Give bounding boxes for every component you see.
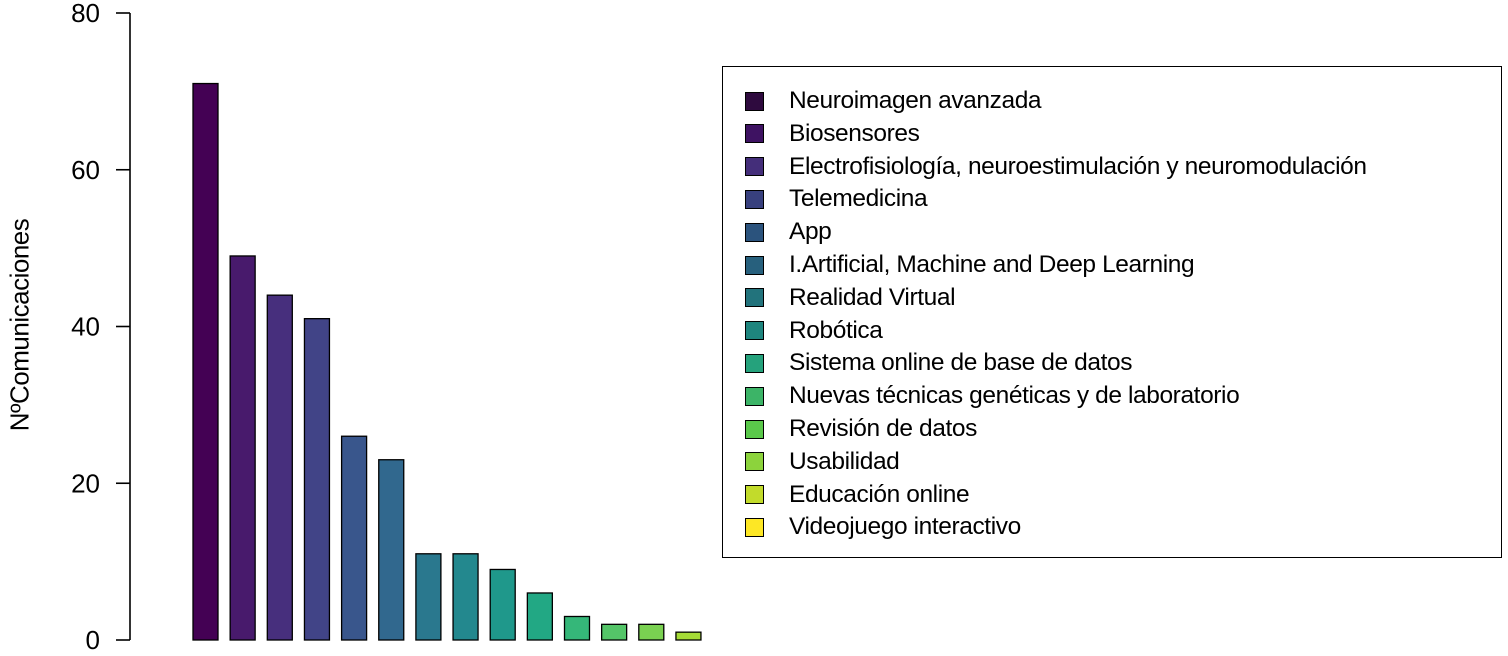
bar-11: Revisión de datos: 3 (563, 615, 591, 641)
bar-2: Biosensores: 49 (229, 255, 256, 641)
legend-label: Videojuego interactivo (789, 513, 1021, 541)
bar-10: Nuevas técnicas genéticas y de laborator… (526, 592, 553, 641)
legend-label: Sistema online de base de datos (789, 349, 1133, 377)
y-axis-label-container: NºComunicaciones (0, 0, 40, 656)
bar-1: Neuroimagen avanzada: 71 (192, 82, 219, 641)
bar-13: Educación online: 2 (638, 623, 665, 641)
legend-item: Biosensores (745, 118, 920, 150)
bar-4: Telemedicina: 41 (303, 318, 331, 641)
y-axis-label: NºComunicaciones (4, 218, 35, 432)
legend-item: Neuroimagen avanzada (745, 85, 1042, 117)
legend-swatch (745, 452, 764, 472)
legend: Neuroimagen avanzada Biosensores Electrofi… (722, 66, 1502, 558)
legend-swatch (745, 255, 764, 275)
legend-label: Usabilidad (789, 447, 900, 475)
legend-item: Telemedicina (745, 183, 928, 215)
legend-swatch (745, 157, 764, 177)
legend-swatch (745, 353, 764, 373)
legend-item: Realidad Virtual (745, 282, 956, 314)
legend-item: Sistema online de base de datos (745, 347, 1132, 379)
legend-swatch (745, 124, 764, 144)
legend-label: Realidad Virtual (789, 283, 956, 311)
bar-8: Robótica: 11 (452, 553, 479, 641)
legend-label: I.Artificial, Machine and Deep Learning (789, 251, 1195, 278)
legend-item: Videojuego interactivo (745, 511, 1021, 543)
y-tick-label: 20 (71, 468, 100, 498)
legend-label: Educación online (789, 480, 970, 508)
y-tick-label: 60 (71, 155, 100, 185)
legend-item: App (745, 216, 832, 248)
legend-label: Electrofisiología, neuroestimulación y n… (789, 152, 1367, 180)
legend-label: Robótica (789, 316, 883, 344)
y-tick-label: 40 (71, 312, 100, 342)
bar-7: Realidad Virtual: 11 (415, 553, 442, 641)
legend-label: Neuroimagen avanzada (789, 87, 1042, 114)
legend-item: I.Artificial, Machine and Deep Learning (745, 249, 1195, 281)
bar-6: I.Artificial, Machine and Deep Learning:… (378, 459, 405, 641)
legend-label: Biosensores (789, 119, 920, 147)
legend-swatch (745, 517, 764, 537)
bar-9: Sistema online de base de datos: 9 (489, 568, 516, 641)
bar-12: Usabilidad: 2 (601, 623, 628, 641)
legend-label: Nuevas técnicas genéticas y de laborator… (789, 382, 1240, 410)
y-tick-label: 0 (86, 625, 100, 655)
legend-swatch (745, 321, 764, 341)
legend-item: Usabilidad (745, 446, 900, 478)
legend-swatch (745, 189, 764, 209)
y-tick-label: 80 (71, 0, 100, 28)
legend-item: Nuevas técnicas genéticas y de laborator… (745, 380, 1240, 412)
legend-label: App (789, 218, 832, 246)
legend-swatch (745, 91, 764, 111)
legend-item: Electrofisiología, neuroestimulación y n… (745, 151, 1367, 183)
bar-14: Videojuego interactivo: 1 (675, 631, 702, 641)
legend-swatch (745, 222, 764, 242)
bar-3: Electrofisiología, neuroestimulación y n… (266, 294, 293, 641)
legend-label: Revisión de datos (789, 415, 977, 442)
legend-swatch (745, 288, 764, 308)
legend-swatch (745, 386, 764, 406)
legend-item: Educación online (745, 479, 970, 511)
legend-item: Robótica (745, 315, 883, 347)
legend-item: Revisión de datos (745, 413, 977, 445)
legend-label: Telemedicina (789, 185, 928, 213)
legend-swatch (745, 419, 764, 439)
bar-5: App: 26 (340, 435, 368, 641)
legend-swatch (745, 485, 764, 505)
